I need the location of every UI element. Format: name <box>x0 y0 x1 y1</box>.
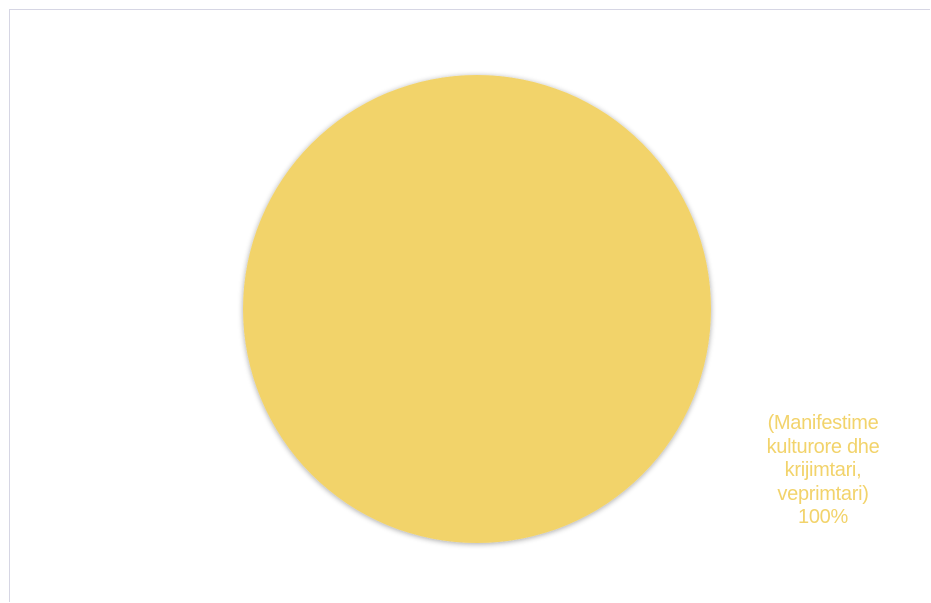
slice-label-line-2: kulturore dhe <box>766 435 880 458</box>
slice-data-label: (Manifestime kulturore dhe krijimtari, v… <box>728 412 918 530</box>
slice-label-line-5: 100% <box>798 506 848 528</box>
slice-label-line-1: (Manifestime <box>767 412 879 434</box>
slice-label-line-4: veprimtari) <box>777 482 869 505</box>
slice-label-line-3: krijimtari, <box>784 459 862 481</box>
pie-slice-1 <box>243 75 711 543</box>
